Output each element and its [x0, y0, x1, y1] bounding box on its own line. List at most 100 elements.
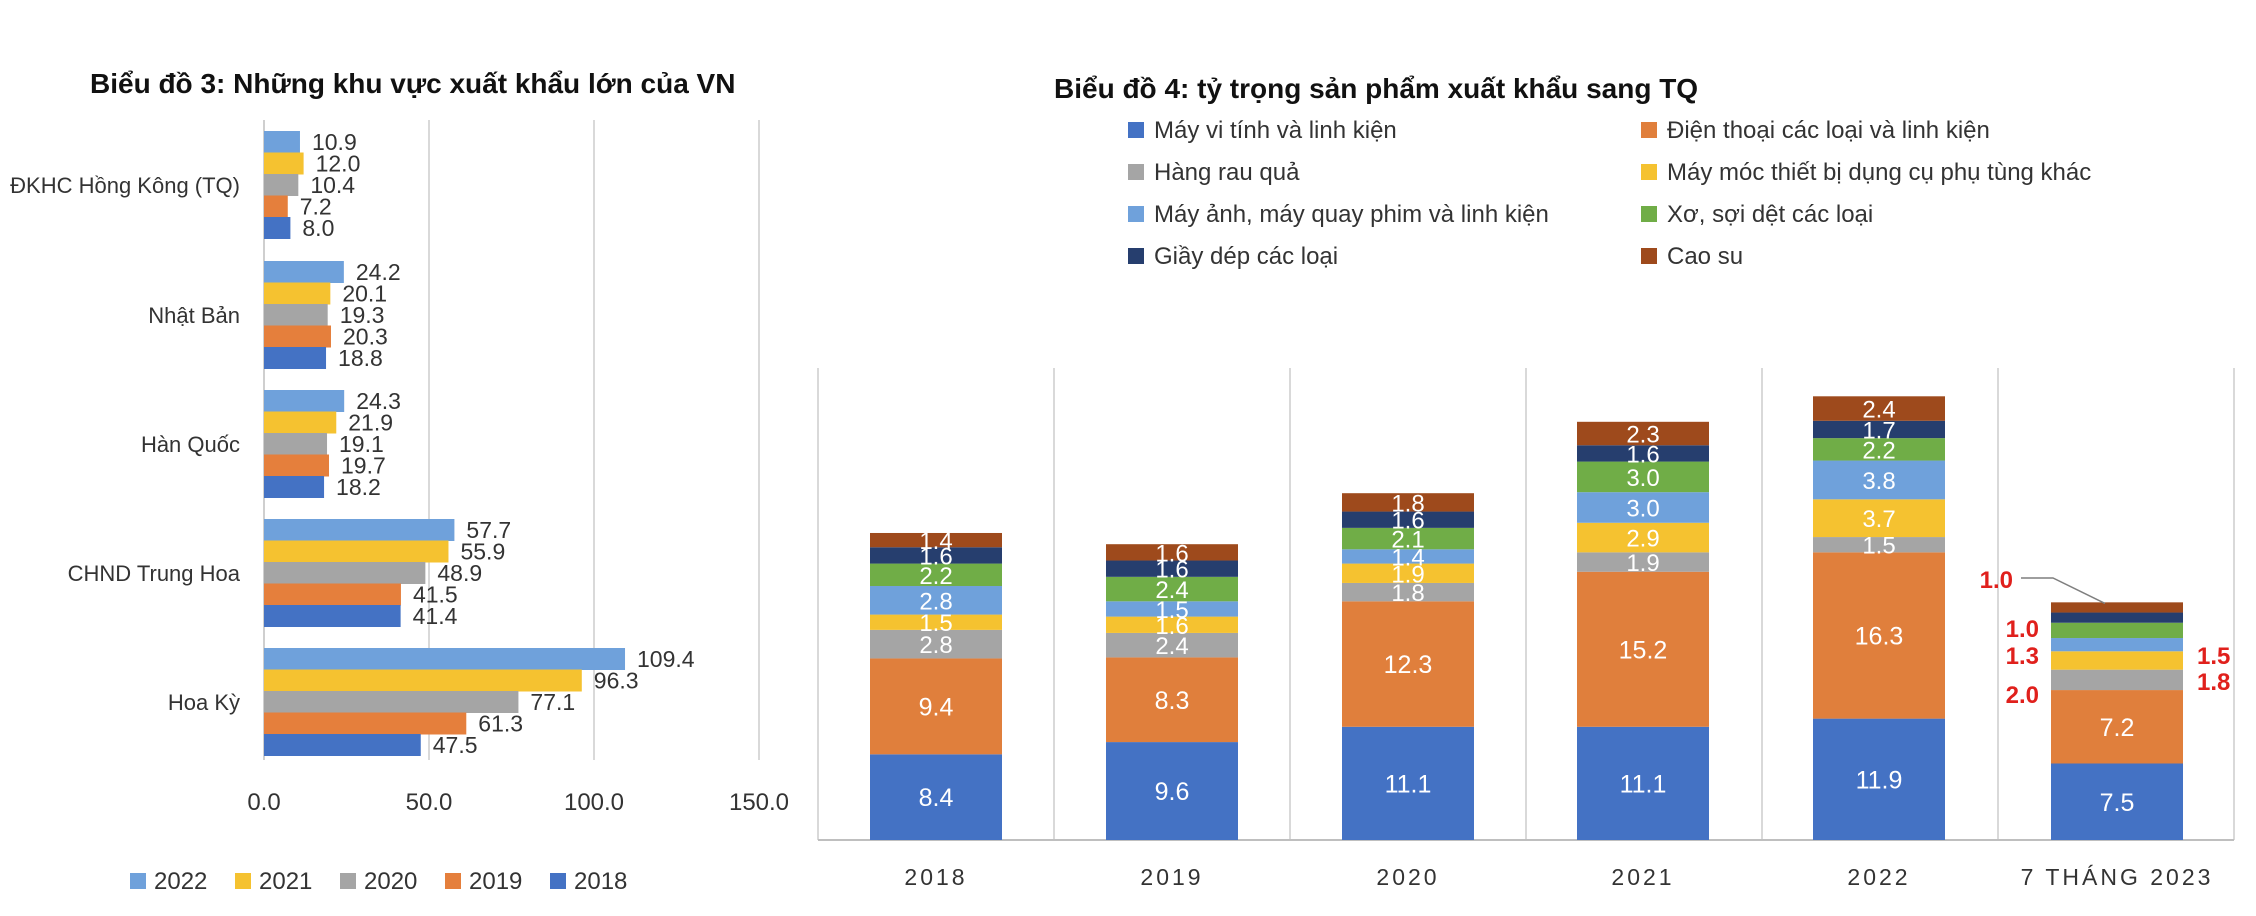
chart4-data-label: 1.6 [919, 543, 952, 570]
chart3-legend-label: 2021 [259, 868, 312, 895]
chart4-segment [1342, 511, 1474, 528]
chart4-annotations: 2.0 1.8 1.3 1.5 1.0 1.0 [1980, 567, 2231, 709]
chart3-bar [264, 540, 449, 563]
chart3-bar [264, 476, 325, 498]
chart4-data-label: 2.8 [919, 632, 952, 659]
chart4-annotation-label: 1.0 [2006, 616, 2039, 643]
chart3-bar [264, 152, 304, 175]
chart4-data-label: 1.8 [1391, 490, 1424, 517]
chart4-bars [870, 396, 2183, 840]
chart4-data-label: 1.5 [1155, 597, 1188, 624]
chart3-bar [264, 605, 401, 627]
chart4-segment [870, 614, 1002, 630]
chart4-legend-swatch [1128, 164, 1144, 180]
chart3-bar [264, 712, 467, 735]
chart3-legend: 2022 2021 2020 2019 2018 [130, 868, 627, 895]
chart4-segment [870, 547, 1002, 564]
chart4-legend-swatch [1641, 248, 1657, 264]
chart4-x-tick: 2019 [1140, 864, 1203, 890]
chart3-data-label: 19.3 [340, 302, 385, 328]
chart4-data-label: 12.3 [1384, 651, 1433, 679]
chart4-segment [1813, 420, 1945, 439]
chart4-leader-line [2021, 577, 2106, 605]
chart3-category-label: CHND Trung Hoa [68, 561, 241, 586]
chart4-data-label: 1.6 [1391, 508, 1424, 535]
chart3-data-label: 7.2 [300, 194, 332, 220]
chart3-legend-swatch [340, 873, 356, 889]
chart4-data-label: 2.4 [1155, 577, 1188, 604]
chart4-data-labels: 8.49.42.81.52.82.21.61.49.68.32.41.61.52… [919, 397, 2135, 817]
chart3-data-label: 18.2 [336, 474, 381, 500]
chart4-data-label: 2.9 [1626, 526, 1659, 553]
chart3-data-label: 61.3 [478, 711, 523, 737]
chart3-data-label: 55.9 [460, 539, 505, 565]
chart4-data-label: 1.6 [1155, 557, 1188, 584]
chart4-data-label: 3.7 [1862, 506, 1895, 533]
chart4-title: Biểu đồ 4: tỷ trọng sản phẩm xuất khẩu s… [1054, 73, 1698, 104]
chart4-segment [1106, 616, 1238, 633]
chart3-legend-label: 2019 [469, 868, 522, 895]
chart3-data-label: 41.5 [413, 582, 458, 608]
chart4-annotation-label: 1.0 [1980, 567, 2013, 594]
chart4-data-label: 3.0 [1626, 495, 1659, 522]
chart3-data-label: 19.7 [341, 453, 386, 479]
chart4-segment [1342, 527, 1474, 550]
chart3-title: Biểu đồ 3: Những khu vực xuất khẩu lớn c… [90, 68, 735, 99]
chart4-legend-label: Máy vi tính và linh kiện [1154, 117, 1397, 144]
chart3-bars [264, 131, 626, 756]
chart3-bar [264, 411, 337, 434]
chart3-data-label: 48.9 [437, 560, 482, 586]
chart3-category-label: ĐKHC Hồng Kông (TQ) [10, 173, 240, 198]
chart3-category-labels: ĐKHC Hồng Kông (TQ) Nhật Bản Hàn Quốc CHND … [10, 173, 241, 715]
chart3-data-label: 18.8 [338, 345, 383, 371]
chart3-legend-label: 2020 [364, 868, 417, 895]
chart3-data-label: 24.3 [356, 388, 401, 414]
chart3-data-label: 57.7 [466, 517, 511, 543]
chart4-segment [2051, 763, 2183, 840]
chart4-segment [1577, 421, 1709, 446]
chart4-legend-label: Xơ, sợi dệt các loại [1667, 201, 1873, 228]
chart3-data-label: 12.0 [316, 151, 361, 177]
chart4-data-label: 9.6 [1155, 778, 1190, 806]
chart3-bar [264, 195, 288, 218]
chart3-data-label: 77.1 [530, 689, 575, 715]
chart3-legend-swatch [550, 873, 566, 889]
chart4-legend-label: Điện thoại các loại và linh kiện [1667, 117, 1990, 144]
chart4-legend-label: Hàng rau quả [1154, 159, 1300, 186]
chart3-x-tick: 50.0 [406, 789, 453, 816]
chart4-data-label: 1.8 [1391, 580, 1424, 607]
chart4-segment [1106, 601, 1238, 617]
chart4-segment [870, 563, 1002, 587]
chart4-segment [1813, 438, 1945, 461]
chart4-legend-swatch [1641, 122, 1657, 138]
chart4-data-label: 8.3 [1155, 687, 1190, 715]
chart3-x-tick: 0.0 [247, 789, 280, 816]
chart3-data-label: 19.1 [339, 431, 384, 457]
chart4-legend: Máy vi tính và linh kiện Điện thoại các l… [1128, 117, 2091, 270]
chart4-segment [2051, 622, 2183, 639]
chart3-data-label: 20.1 [342, 281, 387, 307]
chart4-segment [2051, 602, 2183, 613]
chart4-data-label: 11.1 [1620, 770, 1667, 798]
chart4-segment [870, 532, 1002, 548]
chart3-bar [264, 583, 401, 606]
chart4-data-label: 2.4 [1862, 397, 1895, 424]
chart4-segment [1106, 576, 1238, 602]
chart3-legend-swatch [235, 873, 251, 889]
chart4-segment [870, 629, 1002, 659]
chart3-bar [264, 325, 331, 348]
chart4-data-label: 1.6 [1155, 540, 1188, 567]
chart4-data-label: 1.9 [1391, 561, 1424, 588]
chart4-segment [1342, 601, 1474, 727]
chart3-bar [264, 433, 328, 455]
chart3-bar [264, 454, 330, 477]
chart4-segment [870, 658, 1002, 755]
chart3-bar [264, 261, 344, 283]
chart4-gridlines [817, 368, 2235, 841]
chart3-data-label: 24.2 [356, 259, 401, 285]
chart3-data-label: 47.5 [433, 732, 478, 758]
chart3-bar [264, 174, 299, 196]
chart4-segment [1577, 522, 1709, 553]
chart4-segment [870, 754, 1002, 840]
